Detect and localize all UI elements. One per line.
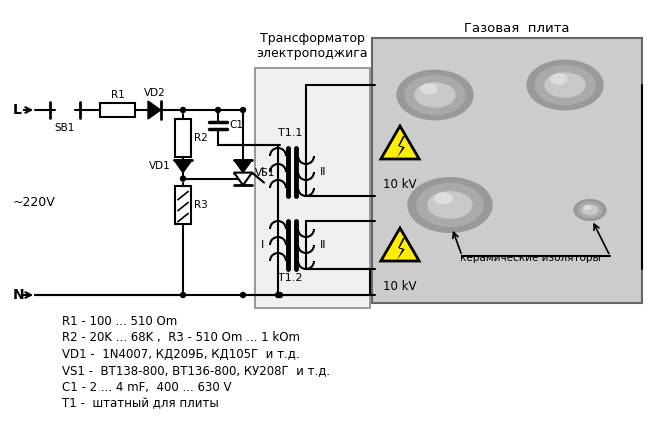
Text: C1 - 2 ... 4 mF,  400 ... 630 V: C1 - 2 ... 4 mF, 400 ... 630 V xyxy=(62,381,231,394)
Bar xyxy=(255,68,370,308)
Polygon shape xyxy=(381,228,419,261)
Bar xyxy=(372,38,642,303)
Text: R1 - 100 ... 510 Om: R1 - 100 ... 510 Om xyxy=(62,315,177,328)
Text: II: II xyxy=(320,167,326,177)
Polygon shape xyxy=(397,238,405,260)
Ellipse shape xyxy=(584,205,591,210)
Ellipse shape xyxy=(415,83,455,107)
Polygon shape xyxy=(234,160,252,173)
Circle shape xyxy=(240,293,246,298)
Bar xyxy=(175,119,191,157)
Circle shape xyxy=(181,176,185,181)
Text: VD1: VD1 xyxy=(150,161,171,171)
Text: VD2: VD2 xyxy=(144,88,165,98)
Text: N: N xyxy=(13,288,25,302)
Text: R1: R1 xyxy=(111,90,124,100)
Ellipse shape xyxy=(405,75,465,115)
Text: 10 kV: 10 kV xyxy=(384,280,417,293)
Text: I: I xyxy=(261,167,264,177)
Polygon shape xyxy=(234,173,252,185)
Text: T1.2: T1.2 xyxy=(278,273,302,283)
Text: L: L xyxy=(13,103,22,117)
Ellipse shape xyxy=(417,184,483,226)
Polygon shape xyxy=(381,126,419,159)
Circle shape xyxy=(276,293,281,298)
Circle shape xyxy=(216,107,220,112)
Text: R2: R2 xyxy=(194,133,208,143)
Text: VS1 -  ВТ138-800, ВТ136-800, КУ208Г  и т.д.: VS1 - ВТ138-800, ВТ136-800, КУ208Г и т.д… xyxy=(62,365,330,378)
Ellipse shape xyxy=(582,205,598,215)
Ellipse shape xyxy=(574,200,606,221)
Text: T1 -  штатный для плиты: T1 - штатный для плиты xyxy=(62,397,219,410)
Ellipse shape xyxy=(578,202,602,218)
Ellipse shape xyxy=(428,192,472,218)
Ellipse shape xyxy=(397,70,473,120)
Ellipse shape xyxy=(545,73,585,97)
Circle shape xyxy=(181,293,185,298)
Polygon shape xyxy=(148,101,161,119)
Ellipse shape xyxy=(408,178,492,232)
Ellipse shape xyxy=(535,66,595,104)
Ellipse shape xyxy=(527,60,603,110)
Text: керамические изоляторы: керамические изоляторы xyxy=(460,253,601,263)
Text: C1: C1 xyxy=(229,120,243,130)
Text: Газовая  плита: Газовая плита xyxy=(464,22,570,35)
Text: 10 kV: 10 kV xyxy=(384,178,417,191)
Text: I: I xyxy=(261,240,264,250)
Polygon shape xyxy=(174,160,192,173)
Text: T1.1: T1.1 xyxy=(278,128,302,138)
Ellipse shape xyxy=(551,74,567,84)
Circle shape xyxy=(278,293,283,298)
Text: R3: R3 xyxy=(194,200,208,210)
Text: II: II xyxy=(320,240,326,250)
Text: R2 - 20K ... 68K ,  R3 - 510 Om ... 1 kOm: R2 - 20K ... 68K , R3 - 510 Om ... 1 kOm xyxy=(62,331,300,344)
Ellipse shape xyxy=(435,193,452,204)
Text: Трансформатор
электроподжига: Трансформатор электроподжига xyxy=(257,32,369,60)
Text: VS1: VS1 xyxy=(255,168,276,178)
Circle shape xyxy=(240,107,246,112)
Circle shape xyxy=(181,107,185,112)
Text: SB1: SB1 xyxy=(55,123,75,133)
Bar xyxy=(100,103,135,117)
Bar xyxy=(175,186,191,224)
Text: ~220V: ~220V xyxy=(13,195,56,208)
Ellipse shape xyxy=(421,84,437,94)
Text: VD1 -  1N4007, КД209Б, КД105Г  и т.д.: VD1 - 1N4007, КД209Б, КД105Г и т.д. xyxy=(62,348,300,361)
Polygon shape xyxy=(397,136,405,158)
